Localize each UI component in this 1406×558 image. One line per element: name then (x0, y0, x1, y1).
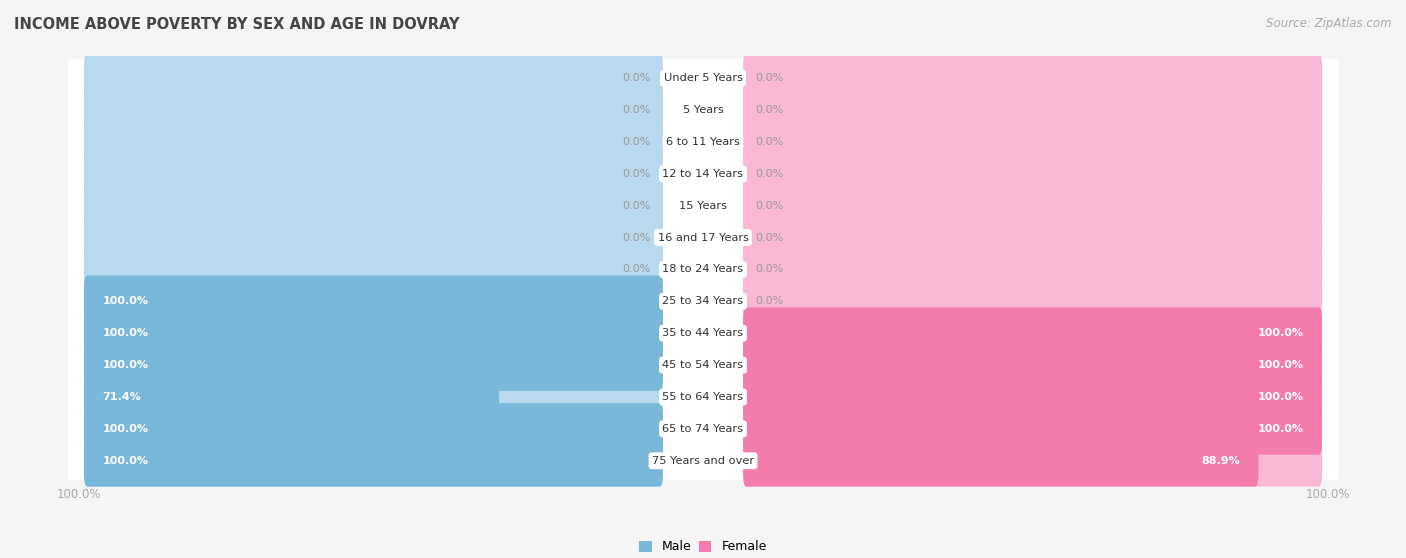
Text: 35 to 44 Years: 35 to 44 Years (662, 328, 744, 338)
FancyBboxPatch shape (742, 211, 1322, 263)
Text: 75 Years and over: 75 Years and over (652, 456, 754, 466)
FancyBboxPatch shape (742, 339, 1322, 391)
Text: 5 Years: 5 Years (683, 105, 723, 115)
FancyBboxPatch shape (67, 378, 1339, 416)
Text: 0.0%: 0.0% (755, 201, 783, 211)
FancyBboxPatch shape (84, 435, 664, 487)
Text: 100.0%: 100.0% (103, 424, 149, 434)
FancyBboxPatch shape (84, 403, 664, 455)
Text: 100.0%: 100.0% (1257, 424, 1303, 434)
Text: 100.0%: 100.0% (56, 488, 101, 501)
FancyBboxPatch shape (742, 244, 1322, 295)
FancyBboxPatch shape (84, 435, 664, 487)
Text: 0.0%: 0.0% (623, 73, 651, 83)
Text: 12 to 14 Years: 12 to 14 Years (662, 169, 744, 179)
FancyBboxPatch shape (742, 435, 1258, 487)
FancyBboxPatch shape (742, 403, 1322, 455)
FancyBboxPatch shape (84, 339, 664, 391)
FancyBboxPatch shape (742, 339, 1322, 391)
FancyBboxPatch shape (742, 52, 1322, 104)
Text: 71.4%: 71.4% (103, 392, 141, 402)
FancyBboxPatch shape (84, 84, 664, 136)
Text: 0.0%: 0.0% (755, 264, 783, 275)
FancyBboxPatch shape (84, 307, 664, 359)
FancyBboxPatch shape (84, 244, 664, 295)
Text: 0.0%: 0.0% (623, 137, 651, 147)
FancyBboxPatch shape (67, 59, 1339, 98)
Text: 0.0%: 0.0% (623, 264, 651, 275)
FancyBboxPatch shape (742, 371, 1322, 423)
Text: 0.0%: 0.0% (755, 137, 783, 147)
FancyBboxPatch shape (67, 314, 1339, 353)
FancyBboxPatch shape (84, 276, 664, 327)
FancyBboxPatch shape (84, 148, 664, 200)
FancyBboxPatch shape (742, 84, 1322, 136)
FancyBboxPatch shape (742, 307, 1322, 359)
FancyBboxPatch shape (84, 116, 664, 168)
Text: 100.0%: 100.0% (1257, 360, 1303, 370)
FancyBboxPatch shape (84, 52, 664, 104)
FancyBboxPatch shape (742, 180, 1322, 232)
FancyBboxPatch shape (742, 307, 1322, 359)
Text: 100.0%: 100.0% (103, 328, 149, 338)
Text: 65 to 74 Years: 65 to 74 Years (662, 424, 744, 434)
FancyBboxPatch shape (84, 339, 664, 391)
Text: 0.0%: 0.0% (755, 169, 783, 179)
Text: 0.0%: 0.0% (623, 169, 651, 179)
FancyBboxPatch shape (84, 371, 499, 423)
Text: Under 5 Years: Under 5 Years (664, 73, 742, 83)
FancyBboxPatch shape (67, 90, 1339, 129)
Text: 100.0%: 100.0% (1257, 328, 1303, 338)
FancyBboxPatch shape (742, 116, 1322, 168)
FancyBboxPatch shape (67, 122, 1339, 161)
Text: INCOME ABOVE POVERTY BY SEX AND AGE IN DOVRAY: INCOME ABOVE POVERTY BY SEX AND AGE IN D… (14, 17, 460, 32)
FancyBboxPatch shape (67, 155, 1339, 193)
FancyBboxPatch shape (67, 186, 1339, 225)
Text: 0.0%: 0.0% (623, 233, 651, 243)
Text: 0.0%: 0.0% (755, 73, 783, 83)
FancyBboxPatch shape (84, 276, 664, 327)
FancyBboxPatch shape (67, 410, 1339, 448)
Legend: Male, Female: Male, Female (634, 536, 772, 558)
Text: 0.0%: 0.0% (623, 105, 651, 115)
Text: 100.0%: 100.0% (103, 456, 149, 466)
FancyBboxPatch shape (742, 148, 1322, 200)
FancyBboxPatch shape (67, 282, 1339, 321)
FancyBboxPatch shape (84, 180, 664, 232)
Text: 100.0%: 100.0% (103, 360, 149, 370)
Text: 0.0%: 0.0% (623, 201, 651, 211)
FancyBboxPatch shape (84, 307, 664, 359)
Text: 100.0%: 100.0% (1257, 392, 1303, 402)
FancyBboxPatch shape (742, 371, 1322, 423)
FancyBboxPatch shape (742, 276, 1322, 327)
FancyBboxPatch shape (67, 218, 1339, 257)
Text: Source: ZipAtlas.com: Source: ZipAtlas.com (1267, 17, 1392, 30)
Text: 0.0%: 0.0% (755, 105, 783, 115)
Text: 16 and 17 Years: 16 and 17 Years (658, 233, 748, 243)
Text: 0.0%: 0.0% (755, 233, 783, 243)
FancyBboxPatch shape (67, 441, 1339, 480)
Text: 25 to 34 Years: 25 to 34 Years (662, 296, 744, 306)
Text: 45 to 54 Years: 45 to 54 Years (662, 360, 744, 370)
Text: 100.0%: 100.0% (1305, 488, 1350, 501)
FancyBboxPatch shape (742, 435, 1322, 487)
FancyBboxPatch shape (84, 403, 664, 455)
Text: 18 to 24 Years: 18 to 24 Years (662, 264, 744, 275)
Text: 88.9%: 88.9% (1201, 456, 1240, 466)
Text: 6 to 11 Years: 6 to 11 Years (666, 137, 740, 147)
FancyBboxPatch shape (84, 211, 664, 263)
Text: 0.0%: 0.0% (755, 296, 783, 306)
Text: 15 Years: 15 Years (679, 201, 727, 211)
FancyBboxPatch shape (67, 250, 1339, 289)
FancyBboxPatch shape (67, 345, 1339, 384)
FancyBboxPatch shape (742, 403, 1322, 455)
Text: 55 to 64 Years: 55 to 64 Years (662, 392, 744, 402)
FancyBboxPatch shape (84, 371, 664, 423)
Text: 100.0%: 100.0% (103, 296, 149, 306)
